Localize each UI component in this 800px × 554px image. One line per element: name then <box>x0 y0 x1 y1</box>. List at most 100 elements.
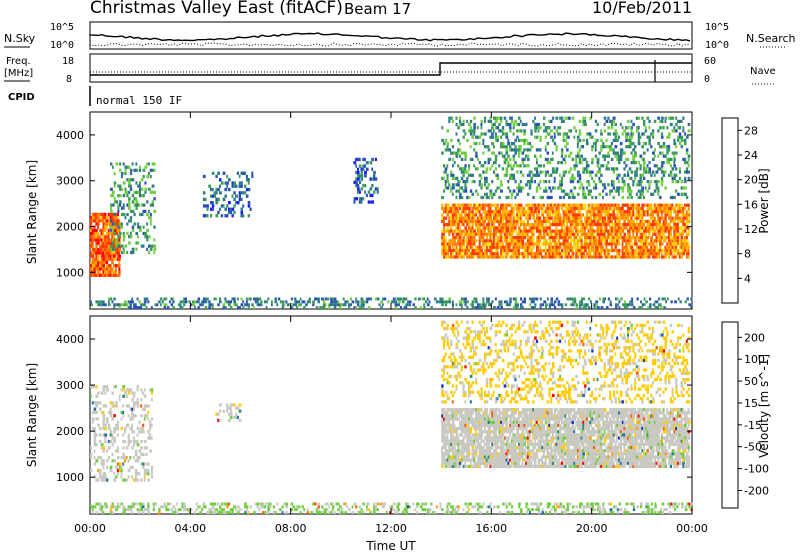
data-cell <box>487 245 490 249</box>
data-cell <box>365 300 369 304</box>
data-cell <box>582 167 585 171</box>
data-cell <box>462 297 466 301</box>
data-cell <box>593 242 596 246</box>
data-cell <box>489 232 492 236</box>
data-cell <box>496 226 500 230</box>
data-cell <box>635 167 639 171</box>
data-cell <box>546 170 549 174</box>
data-cell <box>587 216 591 220</box>
data-cell <box>97 251 100 255</box>
data-cell <box>448 461 451 465</box>
data-cell <box>464 300 467 304</box>
data-cell <box>233 181 236 185</box>
data-cell <box>637 252 641 256</box>
data-cell <box>528 248 531 253</box>
data-cell <box>136 398 139 402</box>
data-cell <box>116 257 120 261</box>
data-cell <box>473 216 476 220</box>
data-cell <box>630 176 633 180</box>
data-cell <box>632 206 635 211</box>
data-cell <box>222 306 226 309</box>
data-cell <box>677 239 680 243</box>
data-cell <box>566 223 568 227</box>
data-cell <box>544 186 547 190</box>
data-cell <box>503 116 507 120</box>
data-cell <box>537 203 541 207</box>
data-cell <box>655 183 658 187</box>
data-cell <box>532 229 535 233</box>
data-cell <box>446 411 449 415</box>
data-cell <box>639 239 642 243</box>
data-cell <box>91 401 94 405</box>
data-cell <box>491 126 494 130</box>
data-cell <box>482 245 485 249</box>
data-cell <box>555 232 558 236</box>
data-cell <box>117 184 120 188</box>
data-cell <box>369 193 372 198</box>
data-cell <box>512 132 515 136</box>
data-cell <box>480 255 484 259</box>
data-cell <box>594 229 597 233</box>
data-cell <box>229 403 232 407</box>
data-cell <box>550 157 553 161</box>
data-cell <box>457 210 460 214</box>
data-cell <box>610 122 614 127</box>
data-cell <box>550 303 553 307</box>
data-cell <box>682 138 685 142</box>
data-cell <box>453 229 457 233</box>
data-cell <box>537 242 541 246</box>
data-cell <box>443 245 446 249</box>
data-cell <box>360 300 363 304</box>
data-cell <box>459 303 462 307</box>
data-cell <box>559 183 562 187</box>
data-cell <box>482 132 485 136</box>
data-cell <box>102 222 105 226</box>
data-cell <box>550 206 553 211</box>
data-cell <box>113 404 116 408</box>
data-cell <box>500 236 503 240</box>
data-cell <box>228 406 231 410</box>
data-cell <box>93 443 96 447</box>
data-cell <box>596 216 600 220</box>
data-cell <box>507 122 510 127</box>
data-cell <box>135 231 138 236</box>
data-cell <box>539 232 542 236</box>
data-cell <box>494 248 498 253</box>
data-cell <box>231 181 235 185</box>
data-cell <box>650 213 653 217</box>
data-cell <box>555 248 558 253</box>
data-cell <box>546 213 549 217</box>
data-cell <box>510 116 513 120</box>
data-cell <box>652 210 655 214</box>
data-cell <box>213 297 217 301</box>
data-cell <box>480 183 483 187</box>
data-cell <box>119 200 122 204</box>
data-cell <box>122 452 125 456</box>
data-cell <box>619 186 623 190</box>
data-cell <box>91 273 94 277</box>
data-cell <box>113 472 116 476</box>
data-cell <box>553 142 557 146</box>
data-cell <box>249 207 252 211</box>
data-cell <box>662 170 666 174</box>
data-cell <box>616 297 619 301</box>
data-cell <box>596 239 600 243</box>
data-cell <box>668 236 670 240</box>
data-cell <box>224 181 227 185</box>
data-cell <box>639 248 642 253</box>
data-cell <box>484 210 487 214</box>
data-cell <box>473 132 476 136</box>
data-cell <box>312 300 315 304</box>
data-cell <box>265 300 268 304</box>
nsky-label: N.Sky <box>4 32 36 45</box>
data-cell <box>550 255 553 259</box>
data-cell <box>650 192 653 196</box>
data-cell <box>678 132 682 136</box>
data-cell <box>653 173 656 177</box>
data-cell <box>625 239 628 243</box>
data-cell <box>630 195 633 200</box>
data-cell <box>484 232 487 236</box>
data-cell <box>610 248 614 253</box>
data-cell <box>566 252 569 256</box>
data-cell <box>91 427 95 431</box>
